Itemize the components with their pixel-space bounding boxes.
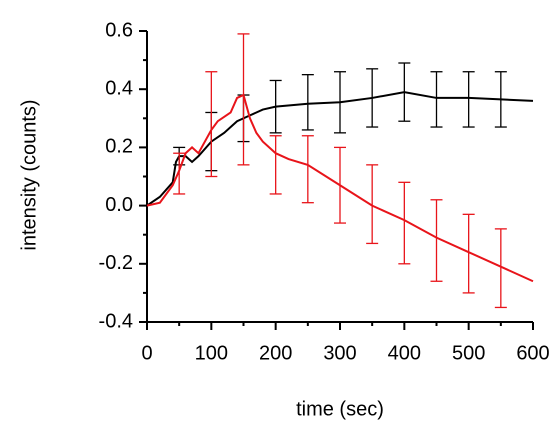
error-bar bbox=[301, 135, 314, 204]
error-bar bbox=[173, 152, 186, 195]
error-bar bbox=[269, 135, 282, 195]
error-bar bbox=[269, 79, 282, 134]
x-axis-label: time (sec) bbox=[296, 398, 384, 420]
error-bar bbox=[462, 71, 475, 128]
x-tick-label: 200 bbox=[259, 342, 292, 364]
x-tick-label: 0 bbox=[141, 342, 152, 364]
x-tick-label: 500 bbox=[452, 342, 485, 364]
error-bar bbox=[334, 71, 346, 134]
error-bar bbox=[366, 68, 379, 128]
y-tick-label: 0.4 bbox=[105, 77, 133, 99]
x-tick-label: 100 bbox=[195, 342, 228, 364]
error-bar bbox=[462, 213, 475, 294]
error-bar bbox=[494, 71, 507, 128]
x-tick-label: 400 bbox=[388, 342, 421, 364]
y-tick-label: 0.6 bbox=[105, 19, 133, 41]
x-tick-label: 600 bbox=[516, 342, 549, 364]
error-bar bbox=[366, 164, 379, 245]
y-tick-label: 0.2 bbox=[105, 136, 133, 158]
error-bar bbox=[301, 74, 314, 131]
x-tick-label: 300 bbox=[323, 342, 356, 364]
error-bar bbox=[398, 181, 411, 265]
error-bar bbox=[334, 146, 346, 224]
y-tick-label: -0.4 bbox=[99, 310, 133, 332]
error-bar bbox=[430, 199, 443, 282]
y-tick-label: 0.0 bbox=[105, 194, 133, 216]
error-bar bbox=[237, 33, 250, 166]
error-bar bbox=[205, 71, 218, 178]
y-axis-label: intensity (counts) bbox=[18, 99, 40, 250]
error-bar bbox=[398, 62, 411, 122]
y-tick-label: -0.2 bbox=[99, 252, 133, 274]
error-bar bbox=[494, 228, 507, 309]
error-bar bbox=[430, 71, 443, 128]
